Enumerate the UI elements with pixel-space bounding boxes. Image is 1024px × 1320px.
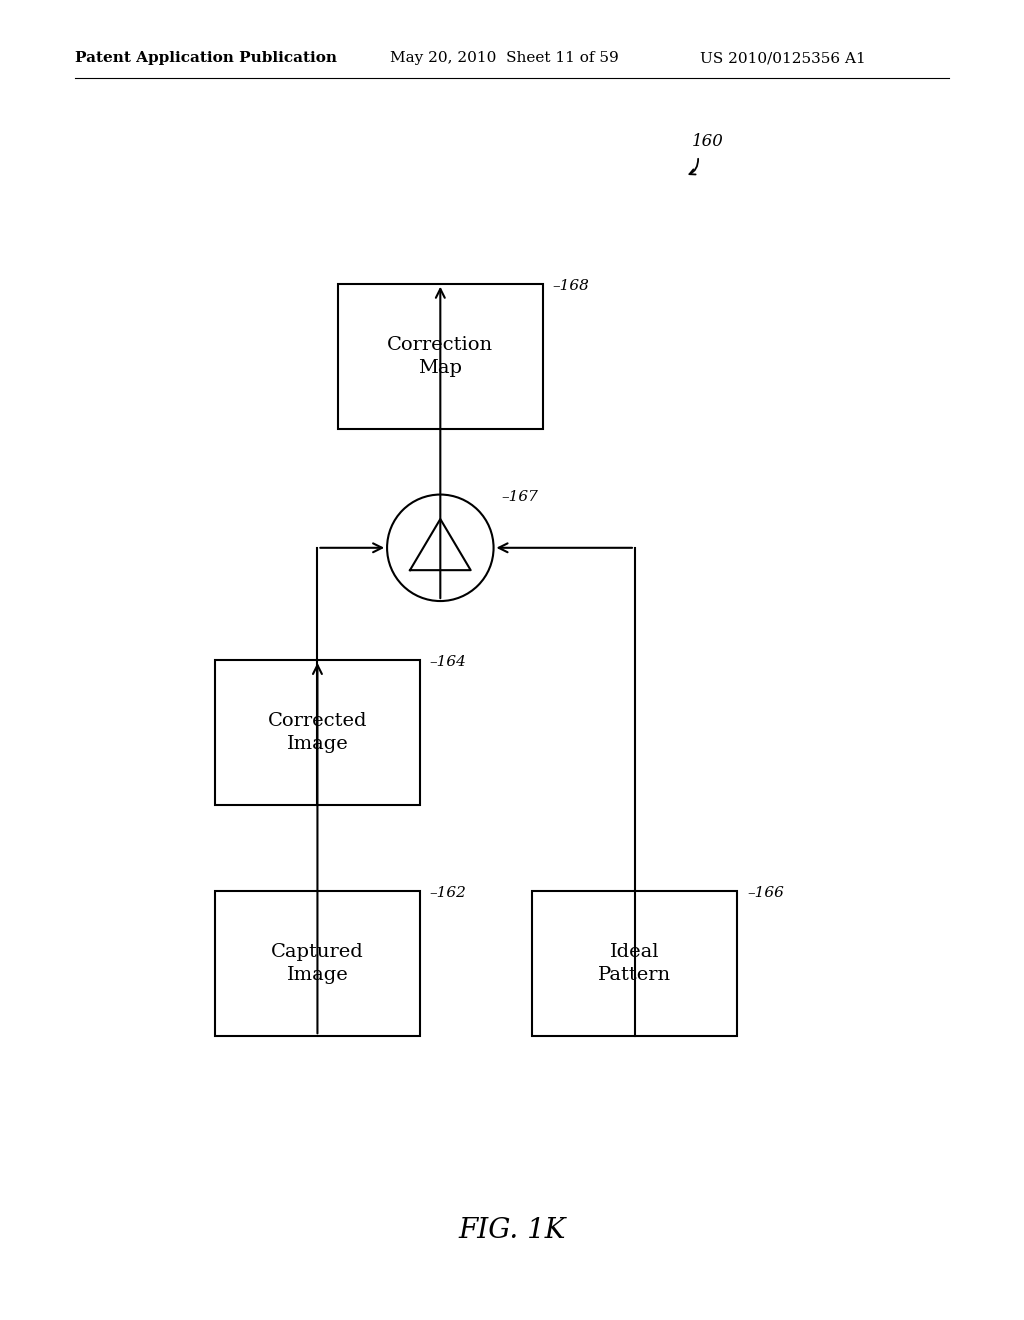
Text: –164: –164	[430, 655, 467, 669]
Text: –168: –168	[553, 279, 590, 293]
Bar	[215, 891, 420, 1036]
Bar	[532, 891, 737, 1036]
Text: –162: –162	[430, 886, 467, 900]
Bar	[215, 660, 420, 805]
Text: Ideal
Pattern: Ideal Pattern	[598, 942, 672, 985]
Text: May 20, 2010  Sheet 11 of 59: May 20, 2010 Sheet 11 of 59	[390, 51, 618, 65]
Text: Patent Application Publication: Patent Application Publication	[75, 51, 337, 65]
Text: –166: –166	[748, 886, 784, 900]
Text: Correction
Map: Correction Map	[387, 335, 494, 378]
Bar	[338, 284, 543, 429]
Text: Corrected
Image: Corrected Image	[267, 711, 368, 754]
Text: FIG. 1K: FIG. 1K	[459, 1217, 565, 1243]
Text: 160: 160	[692, 133, 724, 150]
Text: US 2010/0125356 A1: US 2010/0125356 A1	[700, 51, 865, 65]
Text: Captured
Image: Captured Image	[271, 942, 364, 985]
Text: –167: –167	[502, 490, 539, 503]
